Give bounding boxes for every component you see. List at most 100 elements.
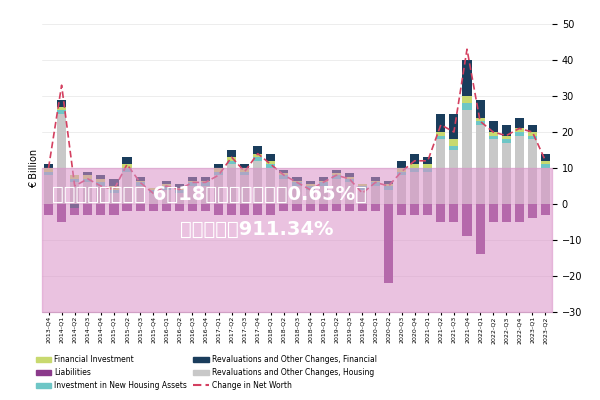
Bar bbox=[122, 168, 131, 172]
Bar bbox=[332, 175, 341, 179]
Bar bbox=[240, 204, 249, 215]
Bar bbox=[161, 190, 171, 204]
Bar bbox=[358, 184, 367, 186]
Bar bbox=[227, 204, 236, 215]
Bar bbox=[488, 132, 498, 136]
Bar bbox=[345, 179, 354, 182]
Bar bbox=[149, 190, 158, 193]
Bar bbox=[188, 204, 197, 211]
Bar bbox=[83, 175, 92, 179]
Bar bbox=[44, 204, 53, 215]
Bar bbox=[149, 188, 158, 190]
Bar bbox=[345, 177, 354, 179]
Bar bbox=[83, 179, 92, 182]
Bar bbox=[201, 181, 210, 182]
Bar bbox=[44, 168, 53, 172]
Bar bbox=[305, 181, 314, 184]
Bar bbox=[476, 118, 485, 121]
Bar bbox=[188, 182, 197, 186]
Bar bbox=[476, 125, 485, 204]
Bar bbox=[541, 154, 550, 161]
Bar bbox=[122, 204, 131, 211]
Bar bbox=[70, 175, 79, 179]
Bar bbox=[541, 161, 550, 164]
Bar bbox=[136, 182, 145, 186]
Bar bbox=[240, 168, 249, 172]
Legend: Financial Investment, Liabilities, Investment in New Housing Assets, Revaluation: Financial Investment, Liabilities, Inves… bbox=[34, 353, 379, 392]
Bar bbox=[397, 172, 406, 175]
Bar bbox=[410, 168, 419, 172]
Bar bbox=[201, 177, 210, 181]
Bar bbox=[502, 204, 511, 222]
Bar bbox=[122, 164, 131, 168]
Bar bbox=[70, 179, 79, 182]
Bar bbox=[136, 177, 145, 181]
Bar bbox=[44, 172, 53, 175]
Bar bbox=[292, 182, 302, 186]
Bar bbox=[319, 182, 328, 186]
Bar bbox=[109, 186, 119, 190]
Bar bbox=[541, 168, 550, 204]
Bar bbox=[175, 193, 184, 204]
Bar bbox=[488, 204, 498, 222]
Bar bbox=[488, 139, 498, 204]
Bar bbox=[109, 179, 119, 186]
Bar bbox=[175, 204, 184, 211]
Bar bbox=[201, 204, 210, 211]
Bar bbox=[161, 204, 171, 211]
Bar bbox=[332, 204, 341, 211]
Bar bbox=[57, 114, 66, 204]
Bar bbox=[305, 190, 314, 204]
Bar bbox=[345, 204, 354, 211]
Bar bbox=[96, 182, 106, 186]
Bar bbox=[214, 204, 223, 215]
Bar bbox=[410, 164, 419, 168]
Bar bbox=[436, 136, 445, 139]
Bar bbox=[423, 204, 433, 215]
Bar bbox=[384, 181, 393, 184]
Bar bbox=[488, 121, 498, 132]
Bar bbox=[96, 186, 106, 204]
Bar bbox=[410, 204, 419, 215]
Bar bbox=[175, 184, 184, 188]
Bar bbox=[423, 157, 433, 164]
Bar bbox=[227, 157, 236, 161]
Bar bbox=[122, 172, 131, 204]
Bar bbox=[384, 204, 393, 283]
Bar bbox=[240, 175, 249, 204]
Bar bbox=[345, 174, 354, 177]
Bar bbox=[42, 168, 552, 312]
Bar bbox=[528, 204, 537, 218]
Bar bbox=[188, 177, 197, 181]
Bar bbox=[371, 181, 380, 182]
Bar bbox=[449, 150, 458, 204]
Bar bbox=[70, 182, 79, 204]
Bar bbox=[136, 204, 145, 211]
Bar bbox=[319, 181, 328, 182]
Bar bbox=[240, 172, 249, 175]
Bar bbox=[266, 204, 275, 215]
Bar bbox=[161, 181, 171, 184]
Bar bbox=[397, 175, 406, 204]
Y-axis label: € Billion: € Billion bbox=[29, 148, 39, 188]
Bar bbox=[541, 204, 550, 215]
Bar bbox=[449, 204, 458, 222]
Bar bbox=[214, 168, 223, 172]
Bar bbox=[266, 154, 275, 161]
Bar bbox=[528, 139, 537, 204]
Bar bbox=[292, 177, 302, 181]
Bar bbox=[305, 184, 314, 186]
Bar bbox=[44, 175, 53, 204]
Bar bbox=[515, 132, 524, 136]
Bar bbox=[122, 157, 131, 164]
Bar bbox=[44, 164, 53, 168]
Bar bbox=[280, 179, 289, 204]
Bar bbox=[319, 186, 328, 204]
Bar bbox=[319, 204, 328, 211]
Bar bbox=[292, 204, 302, 211]
Bar bbox=[253, 161, 262, 204]
Bar bbox=[358, 190, 367, 204]
Bar bbox=[201, 182, 210, 186]
Bar bbox=[305, 186, 314, 190]
Bar bbox=[70, 204, 79, 208]
